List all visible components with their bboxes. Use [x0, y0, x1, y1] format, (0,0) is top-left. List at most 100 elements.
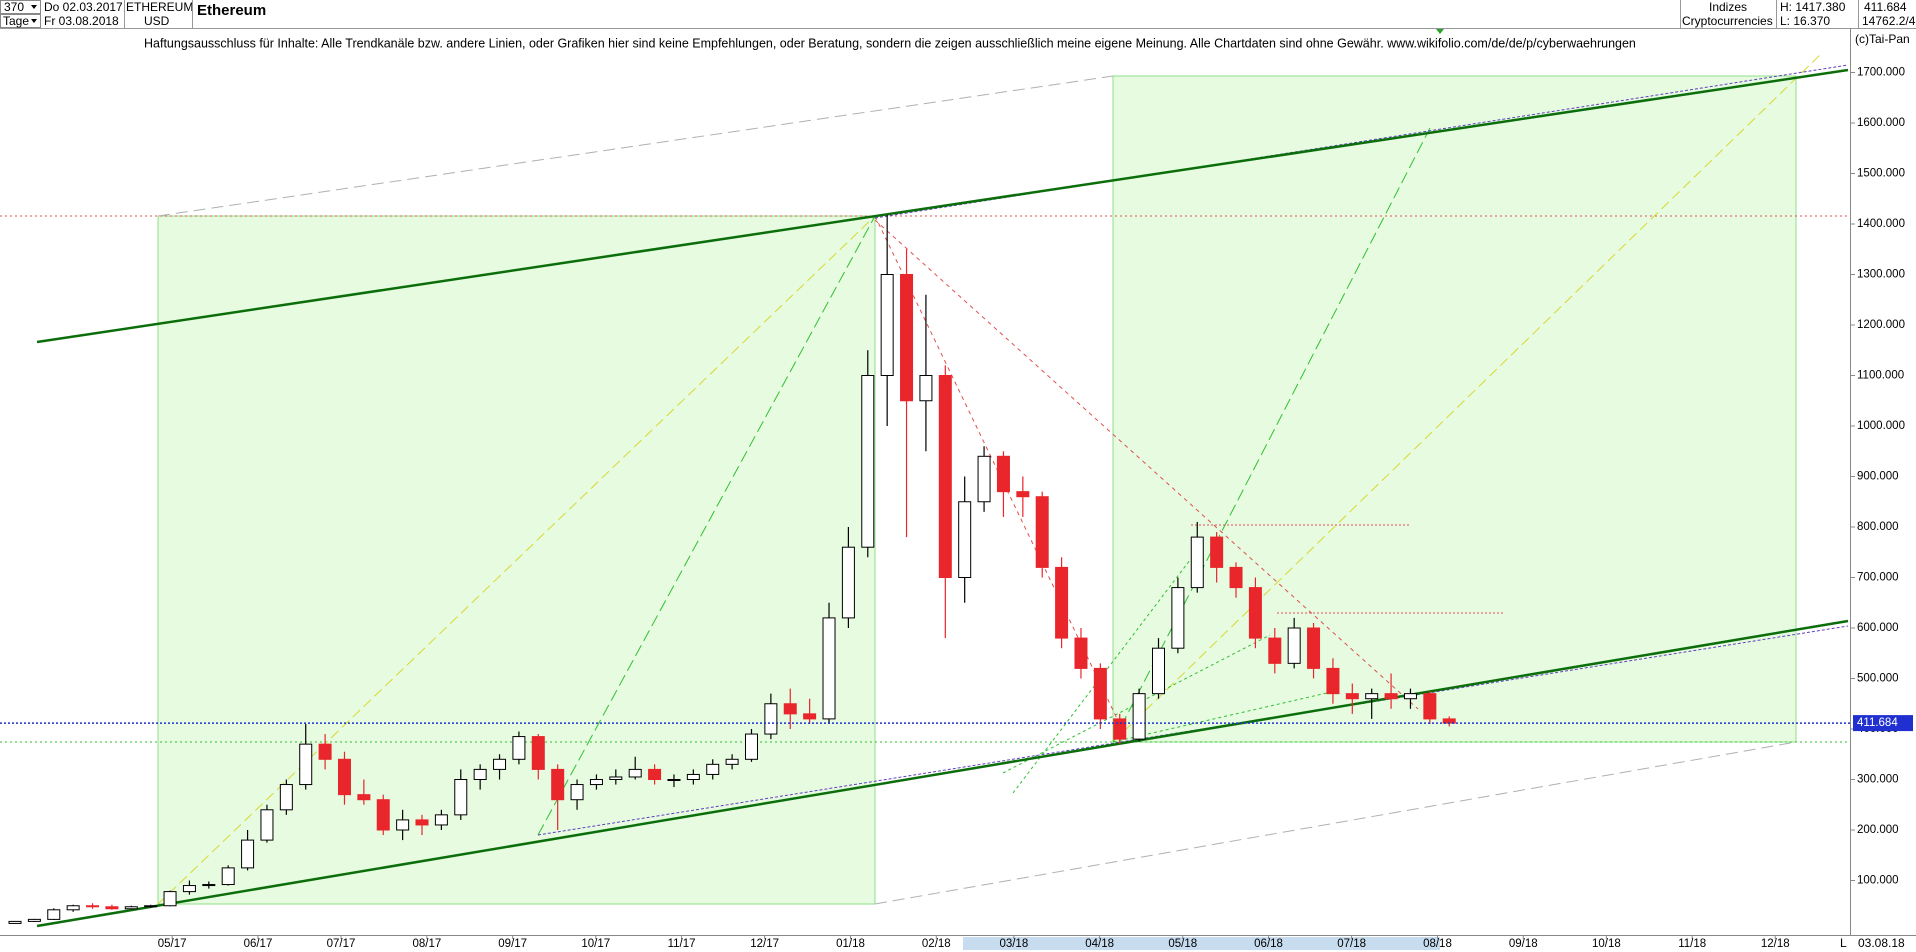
x-tick-label: 06/18: [1254, 938, 1283, 950]
candle-body: [1016, 491, 1030, 498]
candle-body: [1210, 536, 1224, 568]
candle-body: [1074, 637, 1088, 669]
y-tick-label: 1500.000: [1857, 168, 1905, 180]
y-tick-label: 1400.000: [1857, 218, 1905, 230]
footer-date: 03.08.18: [1858, 936, 1905, 950]
candle-body: [1055, 566, 1069, 639]
candle-body: [8, 920, 22, 924]
candle-body: [686, 773, 700, 781]
last-price-box: [1853, 715, 1913, 732]
y-tick-label: 1300.000: [1857, 269, 1905, 281]
header: 370 Do 02.03.2017 Tage Fr 03.08.2018 ETH…: [0, 0, 1916, 29]
candle-body: [919, 375, 933, 402]
candle-body: [900, 274, 914, 402]
candle-body: [202, 884, 216, 887]
marker: [1436, 29, 1444, 34]
x-tick-label: 12/17: [750, 938, 779, 950]
candle-body: [144, 905, 158, 908]
candle-body: [376, 799, 390, 831]
candle-body: [803, 713, 817, 720]
y-tick-label: 800.000: [1857, 521, 1899, 533]
candle-body: [822, 617, 836, 720]
candle-body: [1365, 693, 1379, 700]
candle-body: [744, 733, 758, 760]
candle-body: [1423, 693, 1437, 720]
x-tick-label: 05/18: [1168, 938, 1197, 950]
candle-body: [551, 768, 565, 801]
volume: 14762.2/4: [1862, 14, 1916, 28]
symbol: ETHEREUM: [126, 0, 193, 14]
low: L: 16.370: [1780, 14, 1830, 28]
candle-body: [861, 375, 875, 548]
candle-body: [1093, 667, 1107, 720]
count-box[interactable]: [0, 0, 41, 14]
x-tick-label: 10/18: [1592, 938, 1621, 950]
candle-body: [1326, 667, 1340, 695]
y-tick-label: 200.000: [1857, 824, 1899, 836]
channel-line: [537, 625, 1849, 836]
x-tick-label: 02/18: [922, 938, 951, 950]
candle-body: [221, 867, 235, 886]
candle-body: [415, 819, 429, 826]
footer-mode: L: [1840, 936, 1847, 950]
candle-body: [1171, 587, 1185, 649]
copyright: (c)Tai-Pan: [1855, 32, 1910, 46]
candle-body: [260, 809, 274, 841]
candle-body: [182, 885, 196, 893]
candle-body: [1345, 693, 1359, 700]
y-tick-label: 1100.000: [1857, 370, 1904, 382]
dropdown-arrow: [31, 5, 37, 9]
y-tick-label: 1600.000: [1857, 117, 1905, 129]
x-tick-label: 07/17: [327, 938, 356, 950]
guide-line: [157, 215, 876, 905]
candle-body: [958, 501, 972, 578]
candle-body: [163, 891, 177, 907]
period-box[interactable]: [0, 14, 41, 28]
currency: USD: [144, 14, 170, 28]
candle-body: [1035, 496, 1049, 568]
last: 411.684: [1864, 0, 1907, 14]
x-tick-label: 09/17: [498, 938, 527, 950]
x-tick-label: 07/18: [1337, 938, 1366, 950]
count: 370: [4, 0, 24, 14]
x-tick-label: 06/17: [244, 938, 273, 950]
y-tick-label: 300.000: [1857, 774, 1899, 786]
candle-body: [1287, 627, 1301, 664]
candle-body: [841, 546, 855, 619]
candle-body: [473, 768, 487, 781]
y-tick-label: 1700.000: [1857, 67, 1905, 79]
candle-body: [1248, 587, 1262, 639]
candle-body: [880, 274, 894, 376]
candle-body: [1384, 693, 1398, 700]
candle-body: [531, 736, 545, 770]
dropdown-arrow: [31, 19, 37, 23]
candle-body: [628, 768, 642, 778]
candle-body: [1190, 536, 1204, 589]
y-tick-label: 500.000: [1857, 673, 1899, 685]
candle-body: [66, 905, 80, 911]
guide-line: [1112, 127, 1431, 743]
x-tick-label: 01/18: [836, 938, 865, 950]
disclaimer: Haftungsausschluss für Inhalte: Alle Tre…: [144, 36, 1636, 50]
candle-body: [589, 779, 603, 786]
candle-body: [1113, 718, 1127, 740]
candle-body: [27, 918, 41, 922]
x-tick-label: 09/18: [1509, 938, 1538, 950]
x-tick-label: 12/18: [1761, 938, 1790, 950]
candle-body: [396, 819, 410, 831]
candle-body: [609, 776, 623, 780]
candle-body: [667, 779, 681, 781]
candle-body: [938, 375, 952, 578]
candle-body: [1152, 647, 1166, 695]
y-tick-label: 600.000: [1857, 622, 1899, 634]
guide-line: [537, 215, 876, 836]
channel-line: [874, 64, 1849, 219]
candle-body: [337, 758, 351, 796]
drawings: [0, 54, 1850, 928]
candle-body: [105, 906, 119, 910]
high: H: 1417.380: [1780, 0, 1846, 14]
candle-body: [1307, 627, 1321, 669]
y-tick-label: 1200.000: [1857, 319, 1905, 331]
y-tick-label: 100.000: [1857, 875, 1899, 887]
